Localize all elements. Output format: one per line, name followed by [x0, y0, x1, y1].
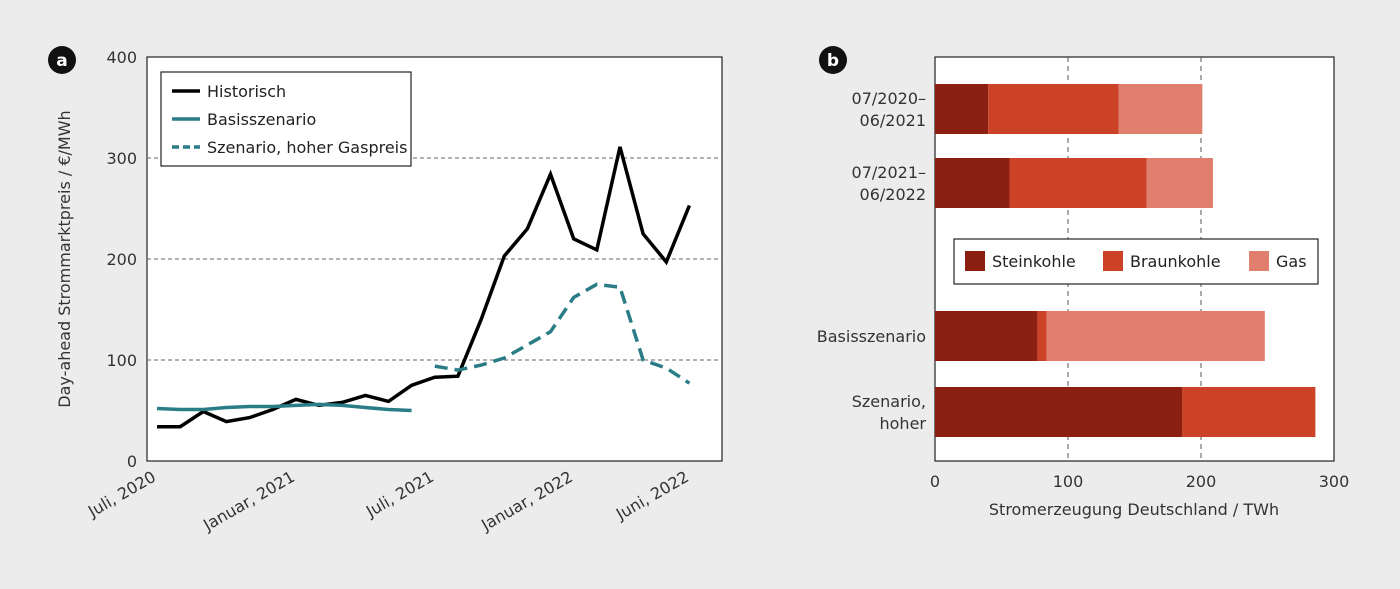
panel-b-x-axis-label: Stromerzeugung Deutschland / TWh: [989, 500, 1279, 519]
panel-b-badge-label: b: [827, 51, 839, 71]
panel-a-x-tick-label: Januar, 2021: [199, 467, 298, 535]
legend-label: Gas: [1276, 252, 1307, 271]
panel-b-x-tick-label: 300: [1319, 472, 1350, 491]
panel-a-badge: [48, 46, 76, 74]
bar-segment-steinkohle: [935, 311, 1038, 361]
panel-a-y-tick-label: 200: [106, 250, 137, 269]
series-line-basisszenario: [156, 402, 412, 413]
panel-a-y-tick-label: 300: [106, 149, 137, 168]
panel-b-category-labels: 07/2020– 06/2021 07/2021– 06/2022 Basisszena…: [817, 89, 927, 433]
bar-segment-steinkohle: [935, 84, 989, 134]
panel-b-bar-chart: b 0 100 200 300 07/2020– 06/2021 07/2021– 06/2…: [817, 46, 1349, 519]
legend-swatch: [1103, 251, 1123, 271]
panel-a-y-tick-label: 0: [127, 452, 137, 471]
panel-b-x-tick-label: 200: [1186, 472, 1217, 491]
bar-segment-gas: [1146, 158, 1213, 208]
panel-b-category-label: 06/2022: [860, 185, 926, 204]
bar-segment-braunkohle: [1037, 311, 1047, 361]
legend-swatch: [965, 251, 985, 271]
panel-b-category-label: 06/2021: [860, 111, 926, 130]
panel-b-category-label: 07/2021–: [852, 163, 926, 182]
panel-a-x-ticks: Juli, 2020 Januar, 2021 Juli, 2021 Januar, …: [84, 467, 692, 535]
panel-b-x-ticks: 0 100 200 300: [930, 472, 1349, 491]
bar-segment-braunkohle: [1182, 387, 1316, 437]
legend-label: Historisch: [207, 82, 286, 101]
bar-segment-steinkohle: [935, 387, 1183, 437]
panel-a-series: [156, 146, 692, 429]
panel-b-x-tick-label: 0: [930, 472, 940, 491]
panel-a-x-tick-label: Juni, 2022: [612, 467, 692, 524]
bar-segment-braunkohle: [988, 84, 1119, 134]
panel-b-legend: Steinkohle Braunkohle Gas: [953, 238, 1319, 285]
bar-segment-gas: [1046, 311, 1265, 361]
legend-label: Braunkohle: [1130, 252, 1221, 271]
panel-a-x-tick-label: Juli, 2020: [84, 467, 159, 521]
panel-a-y-tick-label: 100: [106, 351, 137, 370]
bar-segment-gas: [1118, 84, 1203, 134]
panel-b-category-label: Szenario,: [852, 392, 926, 411]
legend-label: Basisszenario: [207, 110, 316, 129]
panel-b-badge: [819, 46, 847, 74]
panel-a-legend: Historisch Basisszenario Szenario, hoher G…: [160, 71, 412, 167]
panel-b-category-label: Basisszenario: [817, 327, 926, 346]
panel-a-legend-box: [160, 71, 412, 167]
panel-a-y-axis-label: Day-ahead Strommarktpreis / €/MWh: [55, 110, 74, 407]
series-line-historisch: [157, 146, 692, 429]
series-line-szenario-hoher-gaspreis: [434, 282, 691, 385]
bar-segment-steinkohle: [935, 158, 1010, 208]
legend-swatch: [1249, 251, 1269, 271]
panel-a-x-tick-label: Juli, 2021: [362, 467, 437, 521]
panel-b-bars: [935, 84, 1316, 437]
panel-b-x-tick-label: 100: [1053, 472, 1084, 491]
panel-a-y-ticks: 0 100 200 300 400: [106, 48, 137, 471]
panel-a-x-tick-label: Januar, 2022: [477, 467, 576, 535]
bar-segment-braunkohle: [1009, 158, 1147, 208]
panel-a-gridlines: [147, 157, 722, 361]
legend-label: Steinkohle: [992, 252, 1076, 271]
panel-b-category-label: hoher: [880, 414, 927, 433]
panel-b-category-label: 07/2020–: [852, 89, 926, 108]
panel-a-y-tick-label: 400: [106, 48, 137, 67]
legend-label: Szenario, hoher Gaspreis: [207, 138, 407, 157]
panel-a-badge-label: a: [56, 51, 67, 71]
